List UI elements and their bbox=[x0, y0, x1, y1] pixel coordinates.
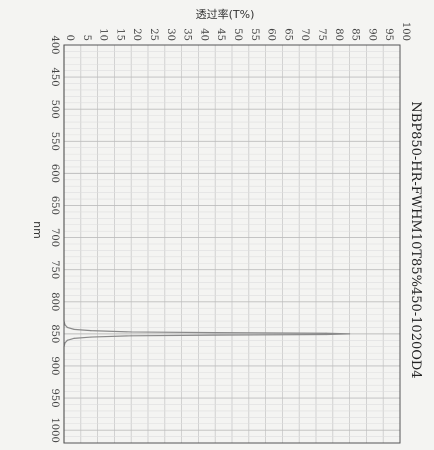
nm-tick-label-700: 700 bbox=[49, 228, 60, 247]
t-tick-label-65: 65 bbox=[282, 28, 293, 41]
nm-tick-label-650: 650 bbox=[49, 196, 60, 215]
t-tick-label-95: 95 bbox=[383, 28, 394, 41]
t-tick-label-55: 55 bbox=[249, 28, 260, 41]
t-tick-label-40: 40 bbox=[198, 28, 209, 41]
y-axis-title: 透过率(T%) bbox=[196, 7, 255, 21]
data-point bbox=[130, 331, 132, 333]
tick-labels: 0 5 10 15 20 25 30 35 40 45 50 55 60 65 70 75 80 85 90 95 10… bbox=[49, 22, 411, 443]
data-point bbox=[90, 336, 92, 338]
t-tick-label-100: 100 bbox=[400, 22, 411, 41]
nm-tick-label-600: 600 bbox=[49, 164, 60, 183]
chart-title: NBP850-HR-FWHM10T85%450-1020OD4 bbox=[408, 101, 423, 378]
x-axis-title: nm bbox=[31, 221, 44, 239]
nm-tick-label-900: 900 bbox=[49, 356, 60, 375]
nm-tick-label-800: 800 bbox=[49, 292, 60, 311]
data-point bbox=[349, 333, 351, 335]
data-point bbox=[214, 334, 216, 336]
nm-tick-label-450: 450 bbox=[49, 68, 60, 87]
data-point bbox=[214, 331, 216, 334]
t-tick-label-45: 45 bbox=[215, 28, 226, 41]
t-tick-label-0: 0 bbox=[64, 35, 75, 41]
grid bbox=[63, 44, 401, 444]
t-tick-label-25: 25 bbox=[148, 28, 159, 41]
data-point bbox=[90, 330, 92, 332]
nm-tick-label-750: 750 bbox=[49, 260, 60, 279]
data-point bbox=[325, 332, 327, 334]
nm-tick-label-950: 950 bbox=[49, 389, 60, 408]
data-point bbox=[73, 328, 75, 330]
data-point bbox=[325, 333, 327, 336]
t-tick-label-50: 50 bbox=[232, 28, 243, 41]
data-point bbox=[130, 335, 132, 337]
nm-tick-label-550: 550 bbox=[49, 132, 60, 151]
t-tick-label-90: 90 bbox=[366, 28, 377, 41]
nm-tick-label-1000: 1000 bbox=[49, 417, 60, 442]
t-tick-label-30: 30 bbox=[165, 28, 176, 41]
t-tick-label-10: 10 bbox=[98, 28, 109, 41]
data-point bbox=[73, 337, 75, 339]
plot-frame bbox=[63, 44, 401, 444]
t-tick-label-15: 15 bbox=[114, 28, 125, 41]
t-tick-label-5: 5 bbox=[81, 35, 92, 41]
t-tick-label-75: 75 bbox=[316, 28, 327, 41]
t-tick-label-20: 20 bbox=[131, 28, 142, 41]
data-point bbox=[66, 326, 68, 329]
data-point bbox=[66, 339, 68, 341]
t-tick-label-35: 35 bbox=[182, 28, 193, 41]
t-tick-label-80: 80 bbox=[333, 28, 344, 41]
t-tick-label-60: 60 bbox=[266, 28, 277, 41]
t-tick-label-70: 70 bbox=[299, 28, 310, 41]
data-point bbox=[64, 324, 66, 326]
data-point bbox=[64, 342, 66, 344]
nm-tick-label-400: 400 bbox=[49, 35, 60, 54]
nm-tick-label-500: 500 bbox=[49, 100, 60, 119]
nm-tick-label-850: 850 bbox=[49, 324, 60, 343]
t-tick-label-85: 85 bbox=[350, 28, 361, 41]
